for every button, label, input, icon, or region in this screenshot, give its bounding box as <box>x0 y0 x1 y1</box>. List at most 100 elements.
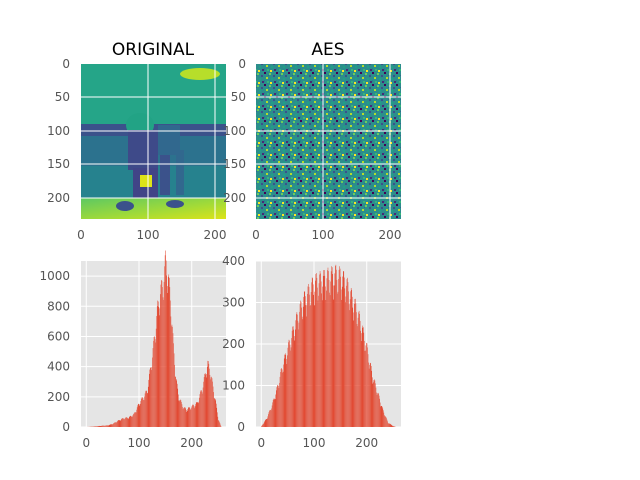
aes-histogram-bar <box>279 382 280 427</box>
original-histogram-bar <box>214 398 215 427</box>
original-histogram-bar <box>134 412 136 427</box>
original-histogram-bar <box>103 425 105 427</box>
original-histogram-bar <box>170 300 171 427</box>
aes-image-panel: AES 0 100 200 0 50 100 150 200 <box>223 40 401 242</box>
aes-histogram-bar <box>270 409 271 427</box>
aes-histogram-bar <box>309 294 310 427</box>
aes-histogram-bar <box>386 418 387 427</box>
original-histogram-bar <box>169 287 171 427</box>
aes-histogram-bar <box>365 350 366 427</box>
aes-histogram-bar <box>368 368 370 427</box>
aes-histogram-bar <box>380 405 382 427</box>
aes-histogram-bar <box>373 380 375 427</box>
aes-histogram-bars <box>261 264 396 427</box>
original-image <box>81 64 226 219</box>
aes-histogram-bar <box>298 322 300 427</box>
original-histogram-bars <box>86 250 222 427</box>
original-histogram-bar <box>200 391 201 427</box>
aes-histogram-bar <box>293 336 295 427</box>
original-histogram-bar <box>172 333 174 427</box>
aes-histogram-bar <box>274 399 276 427</box>
aes-histogram-bar <box>284 354 285 427</box>
original-title: ORIGINAL <box>112 40 195 60</box>
original-histogram-bar <box>108 425 109 427</box>
aes-histogram-bar <box>316 273 317 427</box>
aes-histogram-bar <box>345 302 346 427</box>
aes-histogram-bar <box>346 279 348 427</box>
original-histogram-bar <box>184 407 185 427</box>
aes-histogram-xtick: 100 <box>303 436 326 450</box>
original-histogram-bar <box>119 420 121 427</box>
original-histogram-bar <box>132 416 133 427</box>
aes-histogram-bar <box>289 340 290 427</box>
original-histogram-bar <box>107 425 109 427</box>
aes-histogram-bar <box>337 291 339 427</box>
aes-histogram-bar <box>376 392 377 427</box>
original-histogram-bar <box>150 367 151 427</box>
original-histogram-bar <box>111 424 112 427</box>
aes-histogram-bar <box>358 312 359 427</box>
aes-histogram-bar <box>394 426 395 427</box>
aes-histogram-bar <box>359 313 360 427</box>
original-histogram-bar <box>166 275 167 427</box>
original-histogram-bar <box>154 339 156 427</box>
aes-histogram-bar <box>283 358 285 427</box>
original-histogram-bar <box>95 426 97 427</box>
original-histogram-bar <box>127 419 129 427</box>
original-histogram-bar <box>110 424 111 427</box>
original-histogram-bar <box>220 424 221 427</box>
original-histogram-bar <box>129 416 131 427</box>
aes-histogram-bar <box>368 362 369 427</box>
original-histogram-bar <box>135 412 137 427</box>
original-histogram-bar <box>96 426 98 427</box>
original-histogram-bar <box>152 348 154 427</box>
original-histogram-bar <box>151 370 152 427</box>
original-histogram-bar <box>123 419 125 427</box>
aes-histogram-bar <box>280 368 282 427</box>
aes-histogram-bar <box>365 345 367 427</box>
original-histogram-bar <box>152 357 153 427</box>
original-histogram-bar <box>157 301 159 427</box>
original-histogram-bar <box>124 418 126 427</box>
aes-histogram-bar <box>350 291 351 427</box>
aes-histogram-bar <box>306 305 308 427</box>
aes-histogram-bar <box>343 271 344 427</box>
aes-histogram-bar <box>306 316 307 427</box>
aes-histogram-bar <box>377 393 378 427</box>
original-histogram-bar <box>118 420 119 427</box>
aes-histogram-bar <box>326 278 328 427</box>
aes-histogram-bar <box>326 290 327 427</box>
original-histogram-bar <box>153 340 154 427</box>
aes-histogram-bar <box>265 419 267 427</box>
original-histogram-bar <box>123 418 124 427</box>
original-histogram-bar <box>190 409 192 427</box>
aes-histogram-bar <box>353 312 355 427</box>
original-histogram-bar <box>106 425 107 427</box>
aes-histogram-bar <box>393 426 394 427</box>
original-histogram-bar <box>147 393 148 427</box>
aes-histogram-bar <box>310 292 312 427</box>
aes-histogram-bar <box>347 282 349 427</box>
aes-histogram-bar <box>329 295 331 427</box>
original-histogram-bar <box>107 425 108 427</box>
aes-histogram-bar <box>378 393 379 427</box>
original-histogram-bar <box>165 250 166 427</box>
aes-histogram-bar <box>387 422 389 427</box>
aes-histogram-ytick: 300 <box>222 296 245 310</box>
original-histogram-bar <box>209 374 211 427</box>
original-histogram-bar <box>173 343 174 427</box>
original-histogram-bar <box>149 373 150 427</box>
original-histogram-bar <box>153 336 155 427</box>
aes-histogram-bar <box>315 280 316 427</box>
original-histogram-bar <box>181 402 182 427</box>
aes-histogram-bar <box>264 420 266 427</box>
aes-histogram-bar <box>367 347 368 427</box>
aes-histogram-bar <box>391 425 393 427</box>
aes-histogram-bar <box>317 287 318 427</box>
original-histogram-bar <box>110 424 112 427</box>
aes-histogram-bar <box>337 293 338 427</box>
aes-histogram-bar <box>393 426 395 427</box>
aes-histogram-bar <box>373 382 374 427</box>
aes-histogram-bar <box>282 371 284 427</box>
original-histogram-bar <box>198 401 200 427</box>
